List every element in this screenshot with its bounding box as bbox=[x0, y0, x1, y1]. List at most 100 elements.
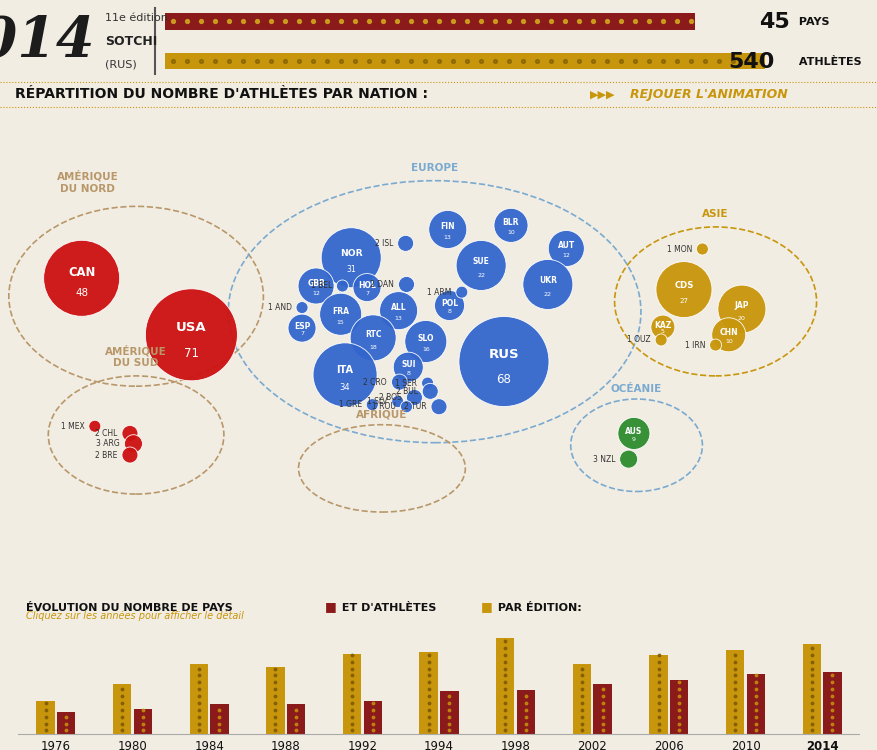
FancyBboxPatch shape bbox=[165, 13, 695, 30]
Text: BLR: BLR bbox=[503, 218, 518, 227]
Text: 1 OUZ: 1 OUZ bbox=[626, 335, 650, 344]
Ellipse shape bbox=[709, 339, 721, 351]
Text: 8: 8 bbox=[447, 309, 451, 314]
Ellipse shape bbox=[711, 318, 745, 352]
FancyBboxPatch shape bbox=[649, 655, 667, 734]
Text: FRA: FRA bbox=[332, 307, 349, 316]
Text: CDS: CDS bbox=[674, 281, 693, 290]
Ellipse shape bbox=[89, 420, 101, 432]
Text: 2002: 2002 bbox=[577, 740, 606, 750]
Ellipse shape bbox=[654, 334, 667, 346]
FancyBboxPatch shape bbox=[363, 700, 381, 734]
Ellipse shape bbox=[404, 320, 446, 362]
Ellipse shape bbox=[44, 240, 119, 316]
Text: ALL: ALL bbox=[390, 303, 406, 312]
Ellipse shape bbox=[379, 292, 417, 330]
FancyBboxPatch shape bbox=[266, 668, 284, 734]
Text: 1992: 1992 bbox=[347, 740, 377, 750]
FancyBboxPatch shape bbox=[287, 704, 305, 734]
Text: 27: 27 bbox=[679, 298, 688, 304]
Text: 71: 71 bbox=[183, 346, 199, 360]
Ellipse shape bbox=[617, 418, 649, 449]
Text: 1 BEL: 1 BEL bbox=[310, 281, 332, 290]
Text: AUS: AUS bbox=[624, 427, 642, 436]
Text: ■: ■ bbox=[321, 599, 337, 613]
Text: ASIE: ASIE bbox=[702, 209, 728, 219]
Text: USA: USA bbox=[176, 322, 206, 334]
Text: 48: 48 bbox=[75, 289, 88, 298]
Text: 5: 5 bbox=[660, 329, 664, 334]
Ellipse shape bbox=[393, 352, 423, 382]
Text: HOL: HOL bbox=[358, 281, 375, 290]
Text: 11e édition: 11e édition bbox=[105, 13, 168, 23]
Text: 16: 16 bbox=[422, 347, 429, 352]
Ellipse shape bbox=[547, 230, 584, 266]
Ellipse shape bbox=[455, 286, 467, 298]
Text: AUT: AUT bbox=[557, 242, 574, 250]
Text: 2014: 2014 bbox=[805, 740, 838, 750]
Text: SLO: SLO bbox=[417, 334, 433, 343]
Text: ▶▶▶: ▶▶▶ bbox=[589, 89, 615, 100]
Ellipse shape bbox=[406, 389, 422, 406]
Ellipse shape bbox=[421, 377, 433, 389]
Text: 10: 10 bbox=[507, 230, 514, 235]
Text: 13: 13 bbox=[395, 316, 402, 321]
Ellipse shape bbox=[655, 262, 711, 317]
Text: 1980: 1980 bbox=[118, 740, 147, 750]
Text: Cliquez sur les années pour afficher le détail: Cliquez sur les années pour afficher le … bbox=[26, 610, 244, 621]
Text: ET D'ATHLÈTES: ET D'ATHLÈTES bbox=[338, 602, 439, 613]
FancyBboxPatch shape bbox=[823, 672, 841, 734]
Text: 2 CRO: 2 CRO bbox=[363, 377, 387, 386]
Text: AFRIQUE: AFRIQUE bbox=[356, 410, 407, 419]
Ellipse shape bbox=[434, 290, 464, 320]
Text: CHN: CHN bbox=[718, 328, 738, 337]
Text: 2 BRE: 2 BRE bbox=[95, 451, 118, 460]
Text: 22: 22 bbox=[543, 292, 552, 297]
Ellipse shape bbox=[366, 399, 378, 411]
Ellipse shape bbox=[494, 209, 527, 242]
Text: 7: 7 bbox=[300, 332, 303, 336]
Text: SUE: SUE bbox=[472, 257, 489, 266]
Text: SOTCHI: SOTCHI bbox=[105, 34, 157, 48]
FancyBboxPatch shape bbox=[189, 664, 208, 734]
FancyBboxPatch shape bbox=[210, 704, 228, 734]
Ellipse shape bbox=[428, 211, 467, 248]
Text: 1 MON: 1 MON bbox=[666, 244, 691, 254]
Text: 1 ARM: 1 ARM bbox=[426, 288, 451, 297]
Text: RÉPARTITION DU NOMBRE D'ATHLÈTES PAR NATION :: RÉPARTITION DU NOMBRE D'ATHLÈTES PAR NAT… bbox=[15, 88, 427, 101]
Text: PAYS: PAYS bbox=[794, 17, 829, 27]
Text: 2 BUL: 2 BUL bbox=[396, 387, 417, 396]
Ellipse shape bbox=[336, 280, 348, 292]
Text: 1984: 1984 bbox=[194, 740, 224, 750]
Text: 1994: 1994 bbox=[424, 740, 453, 750]
FancyBboxPatch shape bbox=[133, 709, 152, 734]
Text: ÉVOLUTION DU NOMBRE DE PAYS: ÉVOLUTION DU NOMBRE DE PAYS bbox=[26, 602, 232, 613]
Text: UKR: UKR bbox=[538, 276, 556, 285]
Text: 1 IRN: 1 IRN bbox=[684, 340, 704, 350]
Text: 8: 8 bbox=[406, 370, 410, 376]
Text: 12: 12 bbox=[562, 254, 569, 258]
Ellipse shape bbox=[321, 228, 381, 288]
Ellipse shape bbox=[400, 400, 412, 412]
Ellipse shape bbox=[297, 268, 334, 304]
FancyBboxPatch shape bbox=[165, 53, 764, 69]
Text: 2 CHL: 2 CHL bbox=[95, 429, 118, 438]
FancyBboxPatch shape bbox=[593, 685, 611, 734]
Text: 20: 20 bbox=[738, 316, 745, 321]
Ellipse shape bbox=[717, 285, 765, 333]
Ellipse shape bbox=[619, 450, 637, 468]
Text: FIN: FIN bbox=[440, 222, 454, 231]
FancyBboxPatch shape bbox=[669, 680, 688, 734]
Text: RUS: RUS bbox=[488, 348, 518, 361]
Text: RTC: RTC bbox=[365, 330, 381, 339]
Text: 2 TUR: 2 TUR bbox=[403, 402, 426, 411]
Text: 9: 9 bbox=[631, 437, 635, 442]
Ellipse shape bbox=[422, 383, 438, 399]
Ellipse shape bbox=[288, 314, 316, 342]
Ellipse shape bbox=[695, 243, 708, 255]
Text: 1 ROU: 1 ROU bbox=[372, 402, 396, 411]
FancyBboxPatch shape bbox=[342, 654, 360, 734]
Text: 2 BOS: 2 BOS bbox=[379, 393, 402, 402]
Ellipse shape bbox=[397, 236, 413, 251]
FancyBboxPatch shape bbox=[725, 650, 744, 734]
